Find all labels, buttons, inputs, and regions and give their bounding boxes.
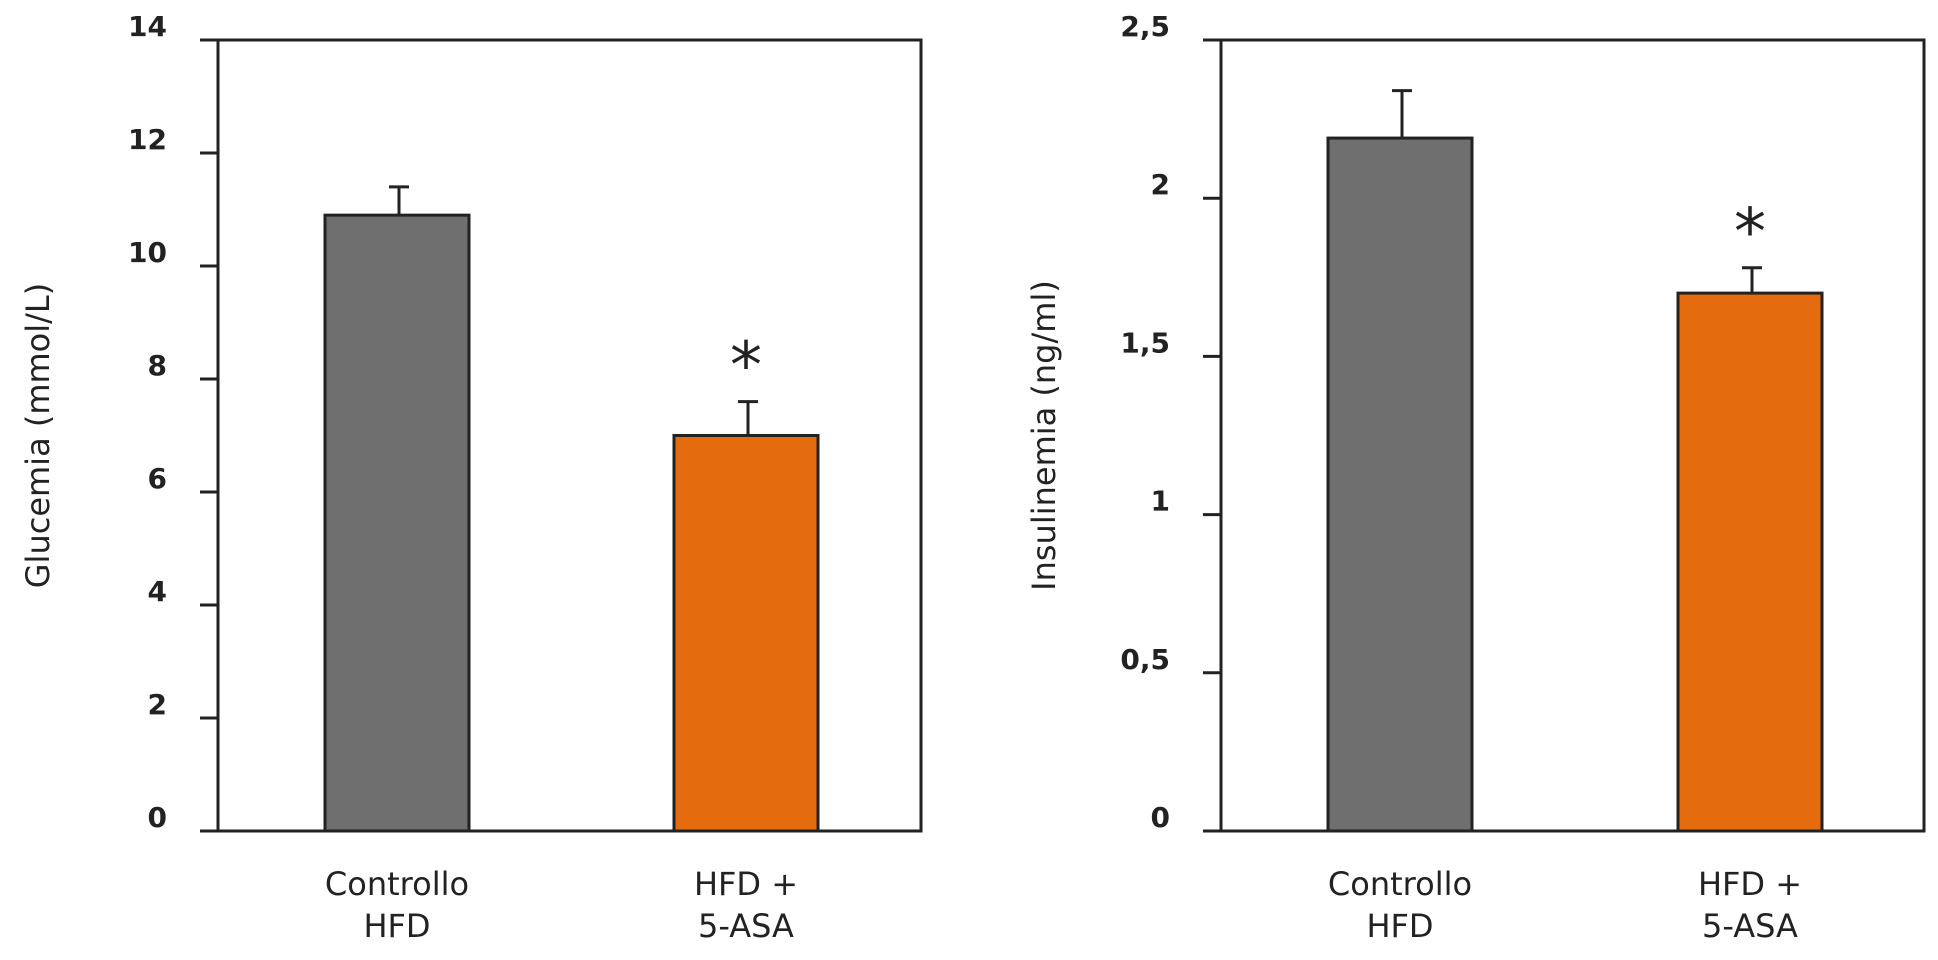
y-axis-label: Glucemia (mmol/L) [19, 283, 57, 588]
category-label: 5-ASA [698, 907, 794, 945]
category-label: HFD + [694, 865, 798, 903]
y-tick-label: 0 [148, 801, 167, 834]
bar-1 [672, 434, 820, 833]
y-tick-label: 8 [148, 349, 167, 382]
plot-frame [216, 38, 923, 833]
category-label: Controllo [1328, 865, 1472, 903]
y-tick-label: 2,5 [1120, 10, 1170, 43]
bar-1 [1676, 291, 1824, 833]
y-tick-label: 1,5 [1120, 326, 1170, 359]
category-label: HFD + [1698, 865, 1802, 903]
y-tick-label: 2 [1151, 168, 1170, 201]
insulinemia-chart: Controllo HFD * HFD + 5-ASA 0 0,5 1 1,5 2 2,5 Insul… [1025, 10, 1926, 945]
category-label: HFD [1366, 907, 1433, 945]
y-tick-label: 4 [148, 575, 167, 608]
y-tick-label: 0,5 [1120, 643, 1170, 676]
y-tick-label: 6 [148, 462, 167, 495]
significance-marker: * [1734, 196, 1766, 270]
plot-frame [1219, 38, 1926, 833]
y-tick-label: 10 [128, 236, 167, 269]
y-tick-label: 2 [148, 688, 167, 721]
significance-marker: * [730, 330, 762, 404]
y-axis-label: Insulinemia (ng/ml) [1025, 280, 1063, 591]
glucemia-chart: Controllo HFD * HFD + 5-ASA 0 2 4 6 8 10 12 14 Glucem… [19, 10, 923, 945]
category-label: 5-ASA [1702, 907, 1798, 945]
y-tick-label: 0 [1151, 801, 1170, 834]
category-label: HFD [363, 907, 430, 945]
bar-0 [1326, 136, 1474, 833]
bar-0 [323, 213, 471, 833]
y-tick-label: 1 [1151, 485, 1170, 518]
y-tick-label: 14 [128, 10, 167, 43]
category-label: Controllo [325, 865, 469, 903]
y-tick-label: 12 [128, 123, 167, 156]
